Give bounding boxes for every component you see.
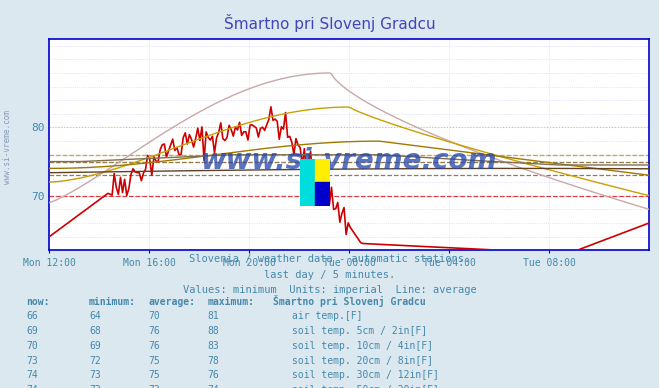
Text: 76: 76 <box>148 326 160 336</box>
Text: soil temp. 20cm / 8in[F]: soil temp. 20cm / 8in[F] <box>292 355 433 365</box>
Text: 83: 83 <box>208 341 219 351</box>
Text: 74: 74 <box>208 385 219 388</box>
Text: 70: 70 <box>148 311 160 321</box>
Text: www.si-vreme.com: www.si-vreme.com <box>3 111 13 184</box>
Text: now:: now: <box>26 296 50 307</box>
Text: 88: 88 <box>208 326 219 336</box>
Text: 73: 73 <box>89 370 101 380</box>
Text: 73: 73 <box>148 385 160 388</box>
Text: 75: 75 <box>148 355 160 365</box>
Text: air temp.[F]: air temp.[F] <box>292 311 362 321</box>
Text: Šmartno pri Slovenj Gradcu: Šmartno pri Slovenj Gradcu <box>273 294 426 307</box>
Text: 68: 68 <box>89 326 101 336</box>
Text: last day / 5 minutes.: last day / 5 minutes. <box>264 270 395 280</box>
Bar <box>315 182 330 206</box>
Text: 69: 69 <box>89 341 101 351</box>
Text: Slovenia / weather data - automatic stations.: Slovenia / weather data - automatic stat… <box>189 254 470 264</box>
Bar <box>315 159 330 182</box>
Text: maximum:: maximum: <box>208 296 254 307</box>
Text: 74: 74 <box>26 385 38 388</box>
Text: 66: 66 <box>26 311 38 321</box>
Text: average:: average: <box>148 296 195 307</box>
Text: 73: 73 <box>89 385 101 388</box>
Text: www.si-vreme.com: www.si-vreme.com <box>201 147 498 175</box>
Text: 74: 74 <box>26 370 38 380</box>
Text: 69: 69 <box>26 326 38 336</box>
Text: Šmartno pri Slovenj Gradcu: Šmartno pri Slovenj Gradcu <box>223 14 436 31</box>
Text: 75: 75 <box>148 370 160 380</box>
Bar <box>300 159 315 206</box>
Text: soil temp. 10cm / 4in[F]: soil temp. 10cm / 4in[F] <box>292 341 433 351</box>
Text: soil temp. 30cm / 12in[F]: soil temp. 30cm / 12in[F] <box>292 370 439 380</box>
Text: 76: 76 <box>148 341 160 351</box>
Text: 70: 70 <box>26 341 38 351</box>
Text: Values: minimum  Units: imperial  Line: average: Values: minimum Units: imperial Line: av… <box>183 285 476 295</box>
Text: minimum:: minimum: <box>89 296 136 307</box>
Text: 72: 72 <box>89 355 101 365</box>
Text: 76: 76 <box>208 370 219 380</box>
Text: soil temp. 5cm / 2in[F]: soil temp. 5cm / 2in[F] <box>292 326 427 336</box>
Text: soil temp. 50cm / 20in[F]: soil temp. 50cm / 20in[F] <box>292 385 439 388</box>
Text: 78: 78 <box>208 355 219 365</box>
Text: 73: 73 <box>26 355 38 365</box>
Text: 64: 64 <box>89 311 101 321</box>
Text: 81: 81 <box>208 311 219 321</box>
